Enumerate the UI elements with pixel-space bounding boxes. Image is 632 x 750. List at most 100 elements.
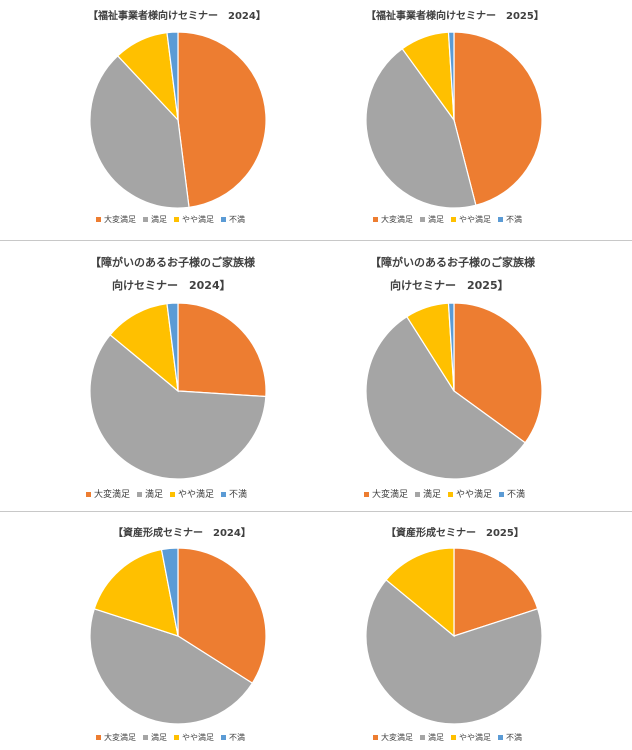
divider — [0, 511, 632, 512]
legend-swatch — [170, 492, 176, 497]
legend-label: 満足 — [428, 215, 444, 224]
legend-item: 不満 — [498, 732, 522, 743]
legend-label: 大変満足 — [104, 733, 136, 742]
legend-item: やや満足 — [174, 214, 214, 225]
legend-swatch — [420, 217, 425, 222]
pie-chart-4 — [365, 302, 543, 480]
legend-item: 不満 — [499, 487, 525, 500]
pie-slice-やや満足 — [385, 547, 455, 638]
legend-item: 満足 — [137, 487, 163, 500]
pie-slice-大変満足 — [453, 302, 543, 444]
legend-swatch — [499, 492, 505, 497]
legend-swatch — [137, 492, 143, 497]
legend-item: 満足 — [420, 214, 444, 225]
legend-swatch — [86, 492, 91, 497]
chart-legend: 大変満足 満足 やや満足 不満 — [86, 487, 254, 500]
legend-item: 不満 — [498, 214, 522, 225]
legend-label: 満足 — [145, 490, 164, 500]
legend-item: 満足 — [143, 732, 167, 743]
legend-swatch — [498, 735, 503, 740]
legend-label: やや満足 — [178, 490, 215, 500]
legend-label: やや満足 — [459, 215, 491, 224]
legend-swatch — [373, 217, 378, 222]
pie-slice-不満 — [447, 302, 455, 392]
legend-swatch — [451, 217, 456, 222]
legend-swatch — [221, 492, 227, 497]
legend-item: 満足 — [143, 214, 167, 225]
legend-item: 不満 — [221, 732, 245, 743]
legend-label: 満足 — [428, 733, 444, 742]
legend-label: やや満足 — [182, 215, 214, 224]
pie-slice-不満 — [160, 547, 179, 637]
legend-swatch — [498, 217, 503, 222]
pie-chart-1 — [89, 31, 267, 209]
pie-chart-5 — [89, 547, 267, 725]
pie-chart-3 — [89, 302, 267, 480]
legend-item: 満足 — [420, 732, 444, 743]
legend-item: 大変満足 — [373, 732, 413, 743]
legend-label: 不満 — [507, 490, 526, 500]
pie-slice-不満 — [166, 31, 179, 121]
legend-item: 大変満足 — [373, 214, 413, 225]
chart-title-line-2: 向けセミナー 2024】 — [112, 279, 231, 292]
chart-title-line-2: 向けセミナー 2025】 — [390, 279, 509, 292]
pie-slice-大変満足 — [453, 31, 543, 206]
legend-item: 満足 — [415, 487, 441, 500]
legend-label: 不満 — [229, 490, 248, 500]
pie-slice-大変満足 — [177, 302, 267, 398]
pie-slice-満足 — [89, 55, 190, 209]
legend-label: 不満 — [506, 215, 522, 224]
legend-item: やや満足 — [170, 487, 214, 500]
pie-slice-満足 — [365, 579, 543, 725]
divider — [0, 240, 632, 241]
legend-item: やや満足 — [451, 214, 491, 225]
pie-slice-満足 — [365, 47, 477, 209]
legend-label: 不満 — [229, 733, 245, 742]
legend-swatch — [143, 735, 148, 740]
legend-label: 不満 — [506, 733, 522, 742]
legend-label: 大変満足 — [381, 733, 413, 742]
chart-legend: 大変満足 満足 やや満足 不満 — [373, 214, 529, 225]
legend-swatch — [373, 735, 378, 740]
legend-item: やや満足 — [448, 487, 492, 500]
chart-title: 【資産形成セミナー 2025】 — [386, 528, 524, 539]
legend-label: やや満足 — [459, 733, 491, 742]
legend-swatch — [364, 492, 369, 497]
legend-label: 満足 — [151, 215, 167, 224]
legend-swatch — [420, 735, 425, 740]
legend-swatch — [221, 735, 226, 740]
legend-label: 大変満足 — [372, 490, 409, 500]
legend-item: 不満 — [221, 214, 245, 225]
chart-legend: 大変満足 満足 やや満足 不満 — [96, 732, 252, 743]
legend-swatch — [143, 217, 148, 222]
legend-item: 大変満足 — [96, 214, 136, 225]
chart-title: 【福祉事業者様向けセミナー 2024】 — [88, 11, 266, 22]
pie-slice-やや満足 — [93, 548, 179, 637]
legend-swatch — [96, 217, 101, 222]
pie-slice-満足 — [89, 334, 267, 480]
legend-swatch — [221, 217, 226, 222]
legend-label: やや満足 — [456, 490, 493, 500]
legend-item: 大変満足 — [86, 487, 130, 500]
legend-label: 不満 — [229, 215, 245, 224]
legend-swatch — [174, 217, 179, 222]
legend-item: やや満足 — [174, 732, 214, 743]
legend-label: 満足 — [151, 733, 167, 742]
chart-title-line-1: 【障がいのあるお子様のご家族様 — [370, 256, 535, 269]
legend-label: 大変満足 — [381, 215, 413, 224]
chart-title: 【資産形成セミナー 2024】 — [113, 528, 251, 539]
pie-slice-大変満足 — [453, 547, 539, 637]
pie-slice-満足 — [365, 315, 527, 480]
pie-slice-大変満足 — [177, 31, 267, 208]
legend-item: 大変満足 — [364, 487, 408, 500]
legend-swatch — [174, 735, 179, 740]
pie-slice-不満 — [447, 31, 455, 121]
chart-legend: 大変満足 満足 やや満足 不満 — [96, 214, 252, 225]
legend-swatch — [96, 735, 101, 740]
pie-slice-満足 — [89, 608, 254, 725]
legend-label: 大変満足 — [94, 490, 131, 500]
chart-legend: 大変満足 満足 やや満足 不満 — [373, 732, 529, 743]
legend-label: 満足 — [423, 490, 442, 500]
legend-swatch — [448, 492, 454, 497]
legend-label: やや満足 — [182, 733, 214, 742]
